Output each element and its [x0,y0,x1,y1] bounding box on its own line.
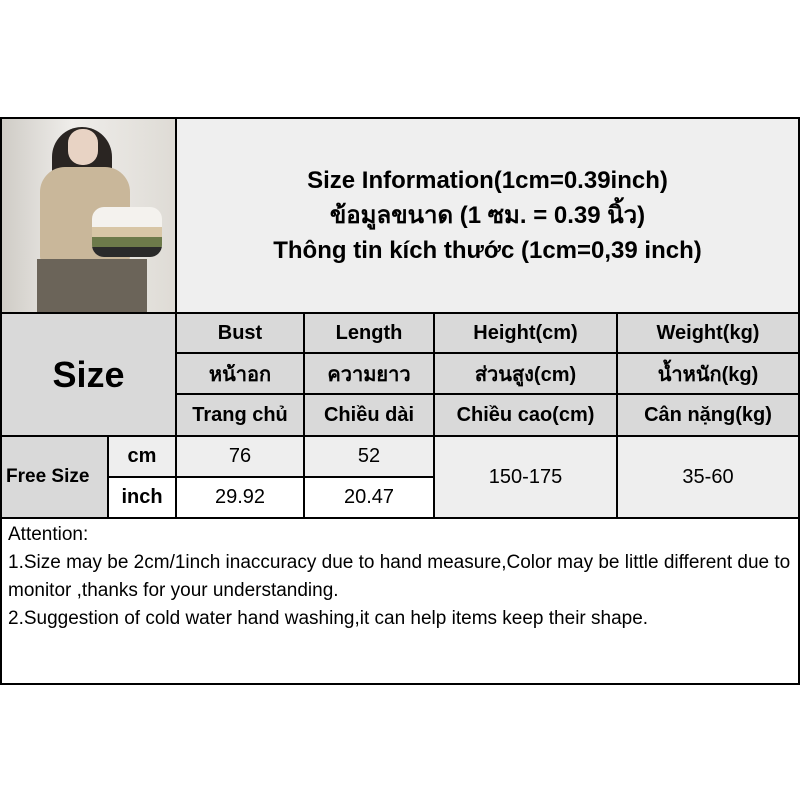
header-bust-th: หน้าอก [175,352,305,395]
attention-note-2: 2.Suggestion of cold water hand washing,… [8,608,649,629]
header-bust-en: Bust [175,312,305,354]
header-weight-vi: Cân nặng(kg) [616,393,800,437]
attention-notes: Attention: 1.Size may be 2cm/1inch inacc… [0,517,800,685]
title-english: Size Information(1cm=0.39inch) [307,167,668,194]
height-value: 150-175 [433,435,618,519]
header-height-en: Height(cm) [433,312,618,354]
header-bust-vi: Trang chủ [175,393,305,437]
header-weight-th: น้ำหนัก(kg) [616,352,800,395]
model-face [68,129,98,165]
attention-note-1: 1.Size may be 2cm/1inch inaccuracy due t… [8,552,791,601]
header-height-vi: Chiều cao(cm) [433,393,618,437]
header-length-en: Length [303,312,435,354]
size-info-title: Size Information(1cm=0.39inch) ข้อมูลขนา… [175,117,800,314]
length-cm-value: 52 [303,435,435,478]
free-size-label: Free Size [0,435,109,519]
bust-inch-value: 29.92 [175,476,305,519]
title-vietnamese: Thông tin kích thước (1cm=0,39 inch) [273,237,702,264]
title-thai: ข้อมูลขนาด (1 ซม. = 0.39 นิ้ว) [329,202,646,229]
folded-sweaters [92,207,162,257]
length-inch-value: 20.47 [303,476,435,519]
attention-heading: Attention: [8,524,89,545]
header-weight-en: Weight(kg) [616,312,800,354]
unit-cm-label: cm [107,435,177,478]
product-photo [0,117,177,314]
header-height-th: ส่วนสูง(cm) [433,352,618,395]
unit-inch-label: inch [107,476,177,519]
bust-cm-value: 76 [175,435,305,478]
header-length-vi: Chiều dài [303,393,435,437]
header-length-th: ความยาว [303,352,435,395]
size-header: Size [0,312,177,437]
skirt [37,259,147,312]
weight-value: 35-60 [616,435,800,519]
